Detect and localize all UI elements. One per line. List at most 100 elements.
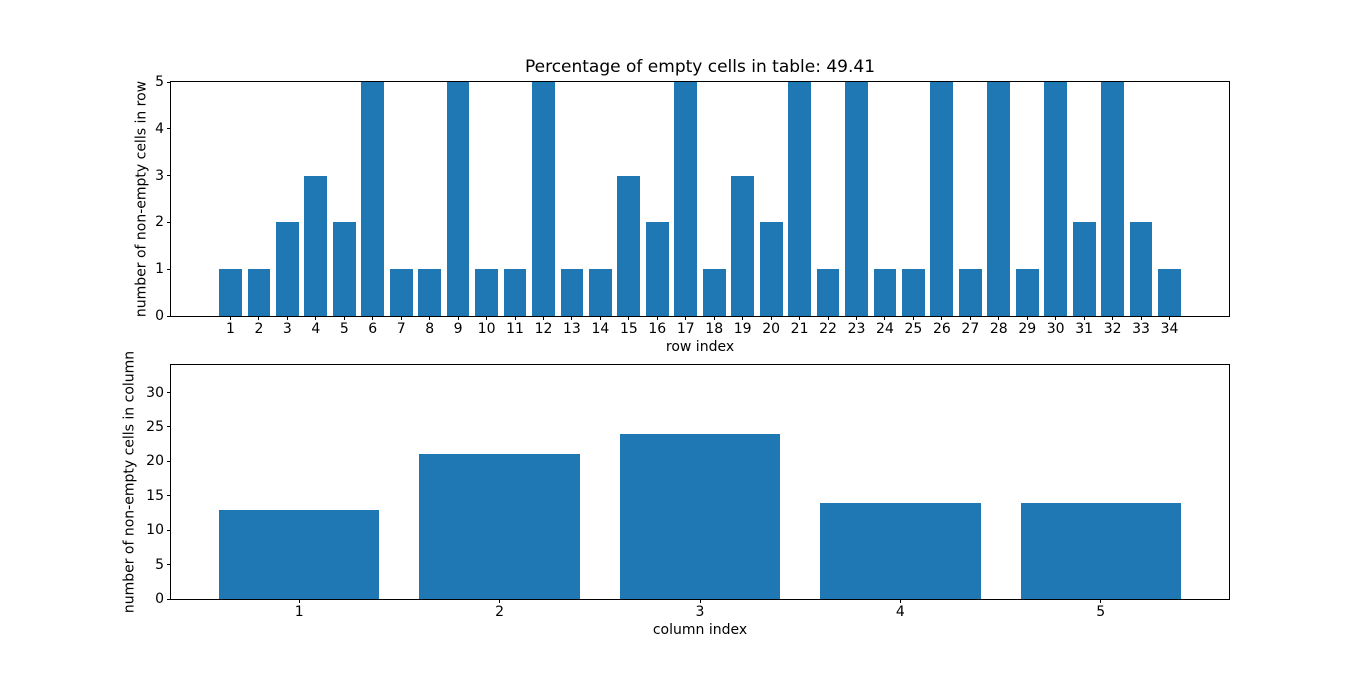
y-tick-label: 4	[155, 120, 164, 137]
bar-column-2	[419, 454, 580, 599]
x-tick-mark	[1112, 316, 1114, 320]
x-tick-label: 19	[733, 321, 752, 337]
x-tick-mark	[499, 599, 501, 603]
x-tick-label: 18	[705, 321, 724, 337]
x-tick-label: 22	[819, 321, 837, 337]
bar-row-25	[902, 269, 925, 316]
y-tick-mark	[167, 221, 171, 223]
x-tick-label: 7	[396, 321, 406, 337]
y-tick-label: 25	[146, 418, 164, 435]
y-tick-mark	[167, 175, 171, 177]
x-tick-mark	[969, 316, 971, 320]
y-tick-label: 5	[155, 556, 164, 573]
x-tick-mark	[229, 316, 231, 320]
bar-row-32	[1101, 82, 1124, 316]
x-tick-label: 14	[591, 321, 610, 337]
bar-row-27	[958, 269, 982, 316]
x-tick-mark	[571, 316, 573, 320]
x-tick-label: 2	[254, 321, 264, 337]
x-tick-label: 24	[876, 321, 894, 337]
x-tick-label: 5	[1096, 604, 1106, 620]
y-tick-label: 0	[155, 591, 164, 607]
x-tick-label: 9	[453, 321, 463, 337]
y-tick-mark	[167, 315, 171, 317]
bar-row-13	[560, 269, 584, 316]
x-tick-label: 12	[534, 321, 553, 337]
bar-row-14	[589, 269, 612, 316]
bar-row-9	[446, 82, 470, 316]
x-tick-mark	[457, 316, 459, 320]
y-tick-mark	[167, 426, 171, 428]
x-tick-label: 1	[294, 604, 304, 620]
x-tick-label: 21	[790, 321, 809, 337]
x-tick-mark	[1026, 316, 1028, 320]
bar-row-18	[702, 269, 726, 316]
bar-row-10	[475, 269, 498, 316]
bar-row-7	[389, 269, 413, 316]
bar-row-11	[503, 269, 527, 316]
x-tick-mark	[742, 316, 744, 320]
x-tick-mark	[713, 316, 715, 320]
bar-row-5	[332, 222, 356, 316]
bar-row-2	[247, 269, 271, 316]
row-chart-xlabel: row index	[665, 339, 735, 355]
x-tick-label: 2	[495, 604, 505, 620]
x-tick-mark	[542, 316, 544, 320]
x-tick-label: 15	[619, 321, 638, 337]
bar-row-8	[418, 269, 442, 316]
x-tick-mark	[1169, 316, 1171, 320]
x-tick-label: 27	[961, 321, 980, 337]
x-tick-mark	[286, 316, 288, 320]
bar-row-22	[816, 269, 840, 316]
x-tick-mark	[429, 316, 431, 320]
x-tick-mark	[770, 316, 772, 320]
x-tick-mark	[315, 316, 317, 320]
row-bars-chart-axes: 1 2 3 4 5 6 7 8 9 10 11 12 13 14 15 16 17 18 19 20 21 22 23 24 2…	[155, 74, 1230, 337]
x-tick-mark	[699, 599, 701, 603]
column-bars-chart-axes: 1 2 3 4 5 0 5 10 15 20 25 30	[146, 364, 1230, 620]
row-chart-ylabel: number of non-empty cells in row	[133, 80, 150, 318]
column-chart-ylabel: number of non-empty cells in column	[121, 350, 138, 614]
x-tick-mark	[827, 316, 829, 320]
y-tick-mark	[167, 268, 171, 270]
y-tick-mark	[167, 460, 171, 462]
y-tick-label: 20	[146, 453, 164, 470]
x-tick-label: 16	[648, 321, 667, 337]
x-tick-mark	[941, 316, 943, 320]
x-tick-label: 23	[847, 321, 866, 337]
y-tick-label: 10	[146, 522, 164, 539]
x-tick-label: 29	[1018, 321, 1037, 337]
x-tick-mark	[884, 316, 886, 320]
column-chart-xlabel: column index	[652, 622, 748, 638]
x-tick-label: 5	[339, 321, 349, 337]
x-tick-mark	[656, 316, 658, 320]
x-tick-mark	[1140, 316, 1142, 320]
x-tick-mark	[1100, 599, 1102, 603]
x-tick-mark	[486, 316, 488, 320]
y-tick-mark	[167, 495, 171, 497]
bar-row-17	[674, 82, 698, 316]
x-tick-mark	[599, 316, 601, 320]
x-tick-label: 11	[506, 321, 524, 337]
bar-row-34	[1158, 269, 1181, 316]
bar-column-5	[1020, 502, 1181, 599]
chart-title: Percentage of empty cells in table: 49.4…	[524, 57, 876, 77]
bar-row-29	[1015, 269, 1039, 316]
x-tick-mark	[912, 316, 914, 320]
x-tick-label: 32	[1103, 321, 1122, 337]
bar-row-15	[617, 175, 641, 316]
bar-column-1	[219, 509, 380, 599]
bar-column-4	[820, 502, 981, 599]
bar-row-16	[645, 222, 669, 316]
x-tick-label: 30	[1046, 321, 1065, 337]
bar-row-1	[219, 269, 242, 316]
bar-row-6	[361, 82, 385, 316]
y-tick-label: 15	[146, 487, 164, 504]
bar-row-33	[1129, 222, 1153, 316]
x-tick-mark	[799, 316, 801, 320]
y-tick-label: 5	[155, 74, 164, 90]
x-tick-mark	[856, 316, 857, 320]
y-tick-label: 0	[155, 308, 164, 324]
x-tick-mark	[343, 316, 345, 320]
